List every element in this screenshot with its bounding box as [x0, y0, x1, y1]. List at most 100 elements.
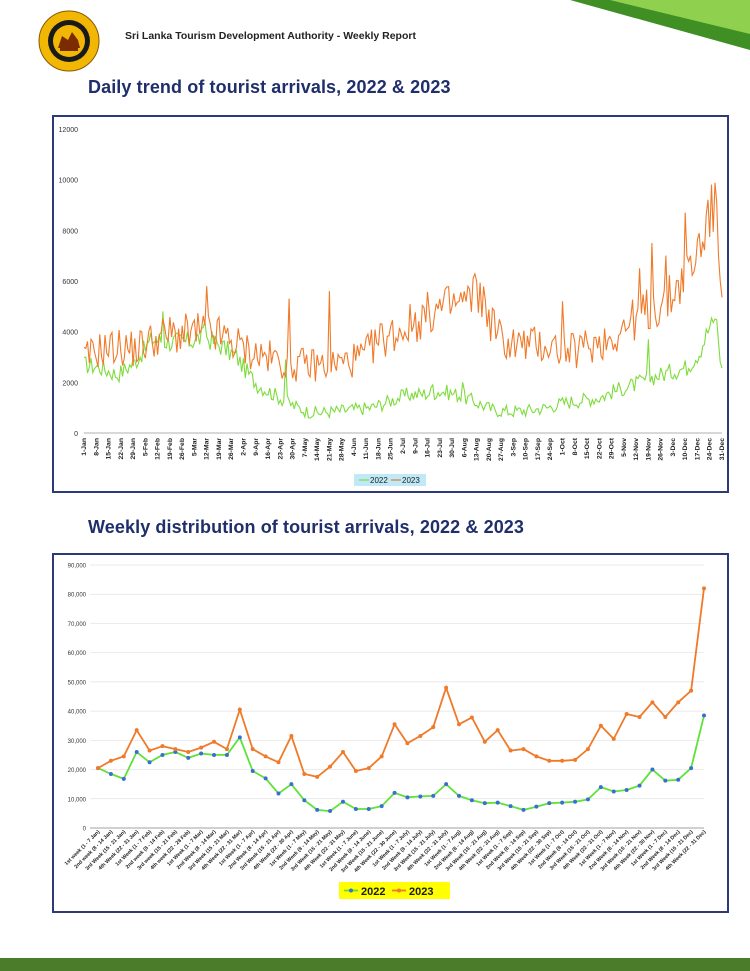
weekly-2022-point	[560, 800, 565, 805]
weekly-legend-2023-label: 2023	[409, 886, 433, 898]
daily-x-tick-label: 26-Nov	[658, 438, 665, 461]
weekly-2023-point	[585, 747, 590, 752]
daily-x-tick-label: 15-Oct	[584, 437, 591, 459]
weekly-2023-point	[302, 771, 307, 776]
daily-x-tick-label: 15-Jan	[106, 438, 113, 460]
weekly-2022-point	[508, 804, 513, 809]
daily-x-tick-label: 12-Nov	[633, 438, 640, 461]
daily-x-tick-label: 9-Apr	[253, 438, 260, 456]
weekly-series-2022-line	[97, 715, 705, 813]
weekly-2023-point	[340, 750, 345, 755]
weekly-2023-point	[379, 754, 384, 759]
weekly-2023-point	[224, 747, 229, 752]
daily-x-tick-label: 1-Oct	[560, 437, 567, 455]
daily-x-tick-label: 8-Jan	[93, 438, 100, 456]
weekly-2022-point	[457, 793, 462, 798]
daily-x-tick-label: 17-Sep	[535, 438, 542, 460]
daily-chart-panel: 0 2000 4000 6000 8000 10000 12000 1-Jan 8-Jan 15-…	[52, 115, 729, 493]
daily-x-tick-label: 16-Apr	[265, 438, 272, 460]
weekly-2022-point	[495, 800, 500, 805]
weekly-2022-point	[366, 807, 371, 812]
weekly-2022-point	[624, 788, 629, 793]
daily-y-tick-label: 8000	[62, 228, 78, 235]
weekly-2023-point	[96, 766, 100, 771]
weekly-2023-point	[431, 725, 436, 730]
weekly-legend: 2022 2023	[339, 882, 450, 899]
weekly-2022-point	[147, 760, 152, 765]
weekly-2023-point	[237, 707, 242, 712]
weekly-2022-point	[405, 795, 410, 800]
daily-legend-2022-label: 2022	[370, 476, 388, 485]
daily-chart: 0 2000 4000 6000 8000 10000 12000 1-Jan 8-Jan 15-…	[59, 127, 726, 486]
daily-x-tick-label: 16-Jul	[425, 438, 432, 458]
daily-x-tick-label: 28-May	[339, 438, 346, 461]
weekly-2023-point	[315, 774, 320, 779]
weekly-y-tick-label: 30,000	[68, 739, 87, 745]
weekly-2022-point	[418, 794, 423, 799]
weekly-2022-point	[663, 778, 668, 783]
daily-x-tick-label: 24-Dec	[707, 438, 714, 461]
daily-x-tick-label: 1-Jan	[81, 438, 88, 456]
daily-x-tick-label: 23-Apr	[277, 438, 284, 460]
weekly-2023-point	[199, 745, 204, 750]
weekly-2022-point	[276, 791, 281, 796]
weekly-2022-point	[289, 782, 294, 787]
daily-series-2022-line	[83, 311, 723, 420]
weekly-2022-point	[650, 767, 655, 772]
daily-x-tick-label: 19-Feb	[167, 438, 174, 460]
weekly-2023-point	[508, 748, 513, 753]
weekly-2022-point	[469, 798, 474, 803]
weekly-2022-point	[637, 783, 642, 788]
weekly-2023-point	[121, 754, 126, 759]
daily-x-tick-label: 13-Aug	[474, 438, 481, 461]
weekly-2023-point	[147, 748, 152, 753]
weekly-2023-point	[108, 758, 113, 763]
weekly-2023-point	[702, 586, 706, 591]
daily-y-tick-label: 6000	[62, 279, 78, 286]
weekly-2022-point	[250, 769, 255, 774]
daily-x-tick-label: 5-Feb	[142, 438, 149, 456]
weekly-2022-point	[689, 766, 694, 771]
weekly-2023-point	[418, 733, 423, 738]
weekly-2022-point	[121, 776, 126, 781]
footer-bar	[0, 958, 750, 971]
daily-x-tick-label: 14-May	[314, 438, 321, 461]
daily-x-tick-label: 18-Jun	[375, 438, 382, 460]
weekly-2023-point	[611, 736, 616, 741]
daily-x-tick-label: 10-Sep	[523, 438, 530, 460]
daily-x-tick-label: 8-Oct	[572, 437, 579, 455]
weekly-2023-point	[598, 723, 603, 728]
daily-x-tick-label: 26-Feb	[179, 438, 186, 460]
daily-x-tick-label: 9-Jul	[412, 438, 419, 454]
daily-x-tick-label: 19-Mar	[216, 438, 223, 460]
weekly-2023-point	[457, 722, 462, 727]
weekly-2023-point	[495, 728, 500, 733]
weekly-2023-point	[482, 739, 487, 744]
daily-x-tick-label: 3-Sep	[510, 438, 517, 457]
daily-y-tick-label: 10000	[59, 178, 79, 185]
weekly-2023-point	[250, 747, 255, 752]
weekly-2023-point	[173, 747, 178, 752]
weekly-2022-point	[212, 752, 217, 757]
weekly-2023-point	[521, 747, 526, 752]
weekly-2022-point	[585, 797, 590, 802]
daily-x-tick-label: 24-Sep	[547, 438, 554, 460]
weekly-2022-point	[444, 782, 449, 787]
corner-decoration	[570, 0, 750, 50]
weekly-2022-point	[547, 801, 552, 806]
weekly-2023-point	[263, 754, 268, 759]
weekly-series-2023-line	[97, 588, 705, 778]
weekly-2022-point	[173, 750, 178, 755]
daily-x-tick-label: 2-Jul	[400, 438, 407, 454]
daily-x-tick-label: 29-Jan	[130, 438, 137, 460]
daily-y-tick-label: 0	[74, 431, 78, 438]
weekly-2022-point	[263, 776, 268, 781]
daily-x-tick-label: 30-Apr	[290, 438, 297, 460]
daily-chart-title: Daily trend of tourist arrivals, 2022 & …	[88, 77, 451, 97]
daily-x-tick-label: 26-Mar	[228, 438, 235, 460]
daily-x-tick-label: 25-Jun	[388, 438, 395, 460]
daily-x-tick-label: 12-Mar	[204, 438, 211, 460]
sltda-seal-icon	[38, 10, 100, 72]
weekly-2023-point	[186, 750, 191, 755]
daily-x-tick-label: 11-Jun	[363, 438, 370, 460]
